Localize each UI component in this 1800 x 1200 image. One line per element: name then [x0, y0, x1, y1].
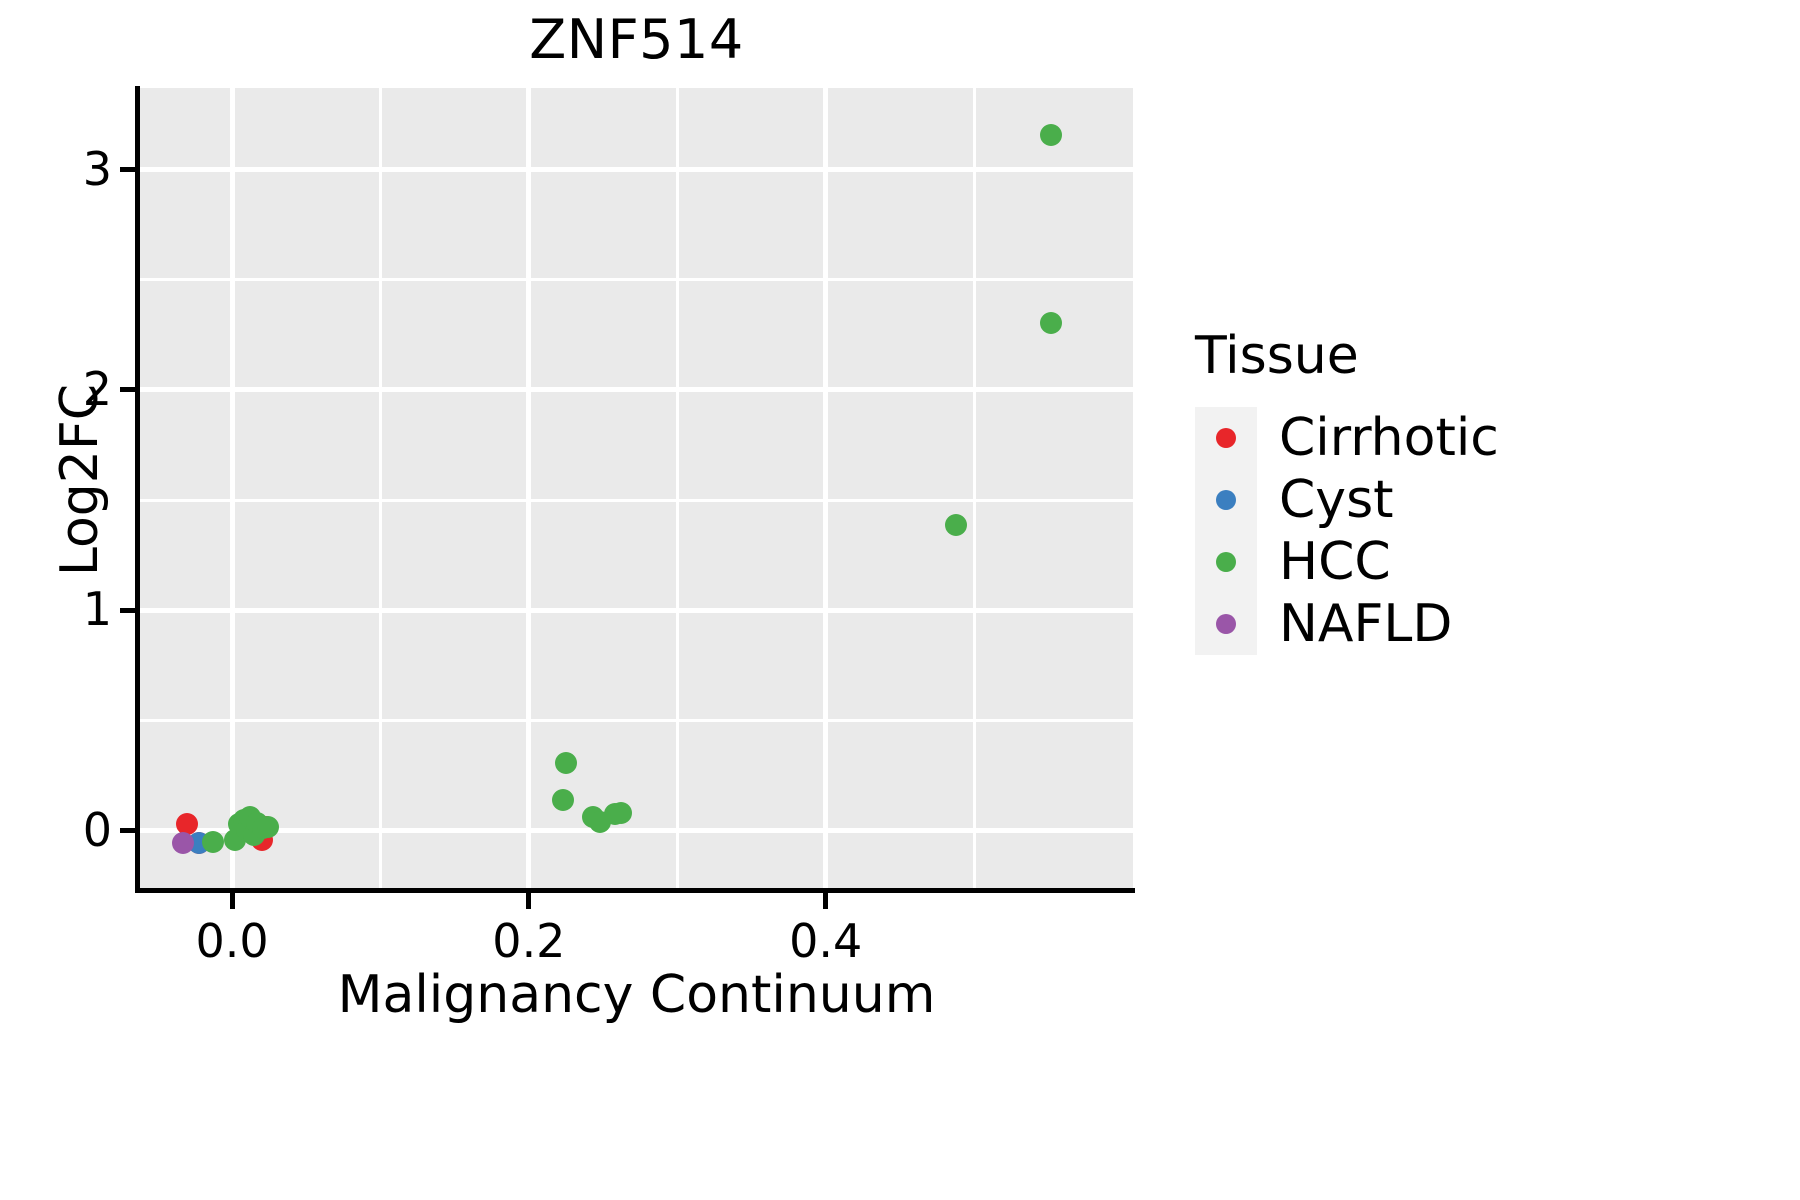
- x-tick-mark: [526, 892, 532, 909]
- gridline-vertical: [229, 88, 235, 888]
- legend-key-swatch: [1195, 469, 1257, 531]
- legend-dot-icon: [1216, 428, 1236, 448]
- gridline-vertical: [526, 88, 532, 888]
- data-point: [554, 752, 577, 775]
- data-point: [201, 831, 224, 854]
- legend-key-swatch: [1195, 593, 1257, 655]
- gridline-vertical: [972, 88, 976, 888]
- legend: Tissue Cirrhotic Cyst HCC NAFLD: [1185, 325, 1745, 655]
- legend-item-label: NAFLD: [1279, 594, 1453, 654]
- legend-key-background: [1195, 407, 1257, 655]
- data-point: [609, 802, 632, 825]
- legend-item-cyst[interactable]: Cyst: [1185, 469, 1745, 531]
- legend-dot-icon: [1216, 552, 1236, 572]
- gridline-vertical: [823, 88, 829, 888]
- plot-panel: [140, 88, 1133, 888]
- y-tick-label: 1: [82, 582, 112, 637]
- legend-item-cirrhotic[interactable]: Cirrhotic: [1185, 407, 1745, 469]
- legend-item-label: HCC: [1279, 532, 1391, 592]
- data-point: [552, 788, 575, 811]
- legend-item-hcc[interactable]: HCC: [1185, 531, 1745, 593]
- data-point: [1040, 124, 1063, 147]
- x-tick-label: 0.4: [789, 914, 863, 968]
- x-tick-mark: [823, 892, 829, 909]
- gridline-vertical: [675, 88, 679, 888]
- y-tick-label: 2: [82, 361, 112, 416]
- y-tick-label: 0: [82, 802, 112, 857]
- y-axis-label: Log2FC: [50, 383, 110, 577]
- gridline-horizontal: [140, 719, 1133, 722]
- legend-items: Cirrhotic Cyst HCC NAFLD: [1185, 407, 1745, 655]
- x-tick-label: 0.2: [492, 914, 566, 968]
- data-point: [256, 815, 279, 838]
- x-tick-label: 0.0: [195, 914, 269, 968]
- data-point: [172, 832, 195, 855]
- chart-title: ZNF514: [529, 8, 744, 71]
- y-tick-mark: [120, 828, 136, 834]
- gridline-horizontal: [140, 167, 1133, 173]
- y-tick-mark: [120, 387, 136, 393]
- data-point: [1040, 311, 1063, 334]
- gridline-horizontal: [140, 828, 1133, 834]
- data-point: [176, 813, 199, 836]
- x-axis-line: [135, 888, 1135, 893]
- gridline-horizontal: [140, 387, 1133, 393]
- legend-key-swatch: [1195, 407, 1257, 469]
- x-axis-label: Malignancy Continuum: [337, 965, 936, 1025]
- y-tick-label: 3: [82, 141, 112, 196]
- legend-key-swatch: [1195, 531, 1257, 593]
- legend-dot-icon: [1216, 490, 1236, 510]
- gridline-horizontal: [140, 498, 1133, 502]
- legend-title: Tissue: [1195, 326, 1359, 386]
- gridline-vertical: [378, 88, 382, 888]
- legend-item-nafld[interactable]: NAFLD: [1185, 593, 1745, 655]
- y-tick-mark: [120, 167, 136, 173]
- y-tick-mark: [120, 607, 136, 613]
- gridline-horizontal: [140, 607, 1133, 613]
- x-tick-mark: [229, 892, 235, 909]
- y-axis-line: [135, 86, 140, 892]
- legend-item-label: Cirrhotic: [1279, 408, 1499, 468]
- legend-item-label: Cyst: [1279, 470, 1394, 530]
- legend-dot-icon: [1216, 614, 1236, 634]
- data-point: [945, 514, 968, 537]
- gridline-horizontal: [140, 278, 1133, 282]
